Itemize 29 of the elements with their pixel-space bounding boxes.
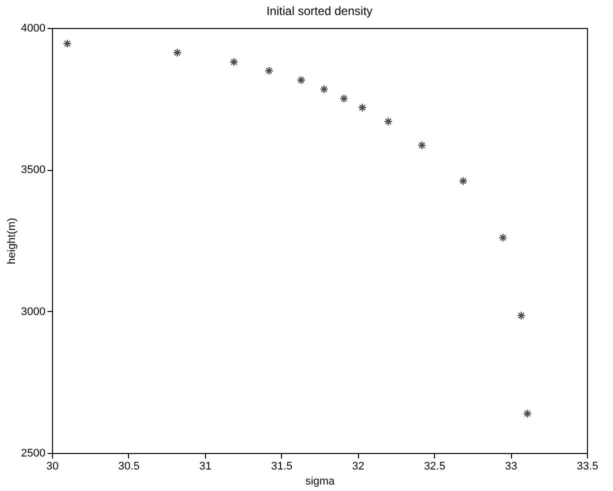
x-tick-label: 33.5 [576,460,598,472]
x-tick-label: 30.5 [118,460,140,472]
x-tick-label: 32.5 [424,460,446,472]
y-axis-title: height(m) [6,218,18,264]
point [417,140,426,150]
x-axis-title: sigma [305,476,336,488]
point [320,84,329,94]
point [229,58,238,66]
point [62,39,72,48]
y-tick-label: 2500 [21,448,46,460]
x-tick-label: 31.5 [271,460,292,472]
point [498,233,508,242]
point [358,103,367,112]
y-tick-label: 3500 [21,164,46,176]
point [172,48,182,58]
point [458,176,468,186]
point [516,311,526,320]
chart-title: Initial sorted density [266,4,373,18]
point [296,76,306,85]
y-tick-label: 4000 [21,22,46,34]
y-tick-label: 3000 [21,306,46,318]
x-tick-label: 33 [504,460,518,472]
point [384,117,393,126]
point [522,409,532,418]
x-tick-label: 32 [352,460,364,472]
x-tick-label: 30 [46,460,59,472]
point [264,66,274,76]
x-tick-label: 31 [199,460,212,472]
point [339,94,348,104]
